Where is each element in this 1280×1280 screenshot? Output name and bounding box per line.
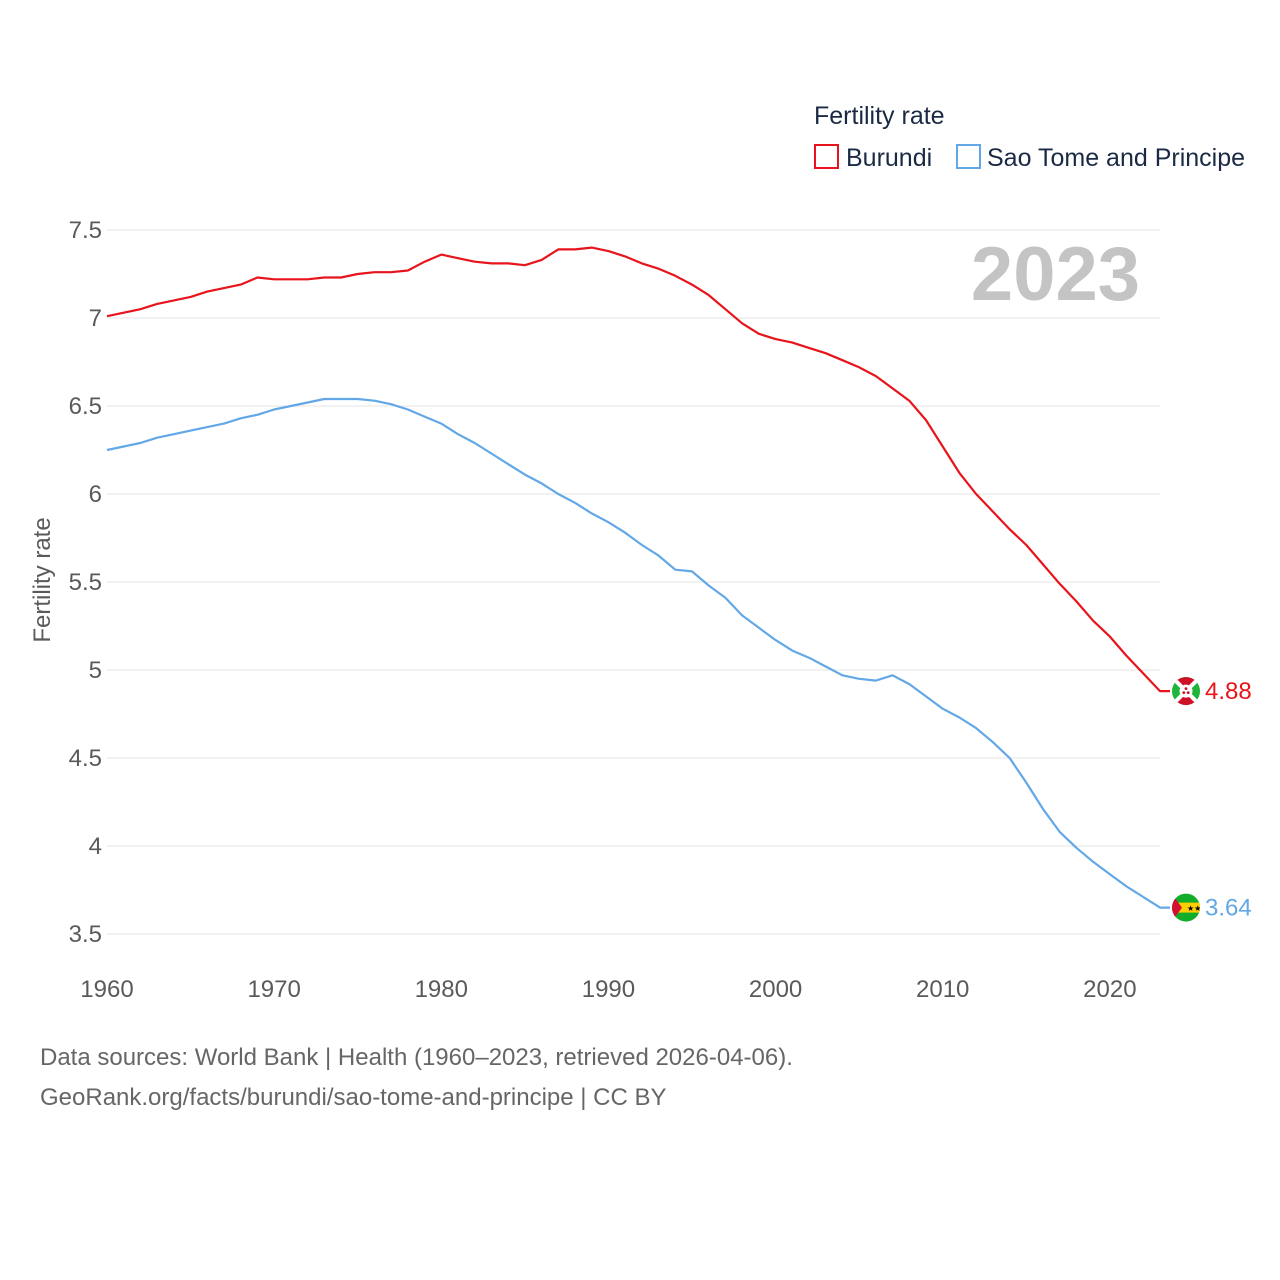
x-tick-label: 2020 bbox=[1083, 976, 1136, 1003]
svg-text:★★: ★★ bbox=[1187, 904, 1201, 913]
y-tick-label: 4 bbox=[89, 833, 102, 860]
end-marker-burundi: 4.88 bbox=[1172, 677, 1252, 706]
legend-label-burundi: Burundi bbox=[846, 144, 932, 172]
y-tick-label: 7 bbox=[89, 305, 102, 332]
y-axis-label: Fertility rate bbox=[29, 517, 56, 642]
y-tick-label: 5 bbox=[89, 657, 102, 684]
x-tick-label: 1970 bbox=[247, 976, 300, 1003]
end-value-burundi: 4.88 bbox=[1205, 678, 1252, 705]
legend: Fertility rate Burundi Sao Tome and Prin… bbox=[814, 102, 1245, 172]
y-tick-label: 3.5 bbox=[69, 921, 102, 948]
legend-title: Fertility rate bbox=[814, 102, 945, 130]
x-axis-ticks: 1960 1970 1980 1990 2000 2010 2020 bbox=[80, 976, 1136, 1003]
legend-item-burundi[interactable]: Burundi bbox=[814, 144, 932, 172]
x-tick-label: 2010 bbox=[916, 976, 969, 1003]
end-value-sao-tome: 3.64 bbox=[1205, 895, 1252, 922]
y-gridlines bbox=[107, 229, 1160, 935]
legend-label-sao-tome: Sao Tome and Principe bbox=[987, 144, 1245, 172]
x-tick-label: 1980 bbox=[415, 976, 468, 1003]
y-tick-label: 5.5 bbox=[69, 569, 102, 596]
sao-tome-flag-icon: ★★ bbox=[1172, 893, 1201, 922]
y-axis-ticks: 3.5 4 4.5 5 5.5 6 6.5 7 7.5 bbox=[69, 217, 102, 948]
y-tick-label: 7.5 bbox=[69, 217, 102, 244]
series-lines bbox=[106, 246, 1170, 909]
y-tick-label: 4.5 bbox=[69, 745, 102, 772]
x-tick-label: 2000 bbox=[749, 976, 802, 1003]
series-line-burundi bbox=[106, 246, 1170, 693]
series-line-sao-tome bbox=[106, 397, 1170, 909]
y-tick-label: 6 bbox=[89, 481, 102, 508]
x-tick-label: 1990 bbox=[582, 976, 635, 1003]
footer-attribution: GeoRank.org/facts/burundi/sao-tome-and-p… bbox=[40, 1084, 667, 1111]
y-tick-label: 6.5 bbox=[69, 393, 102, 420]
burundi-flag-icon bbox=[1172, 677, 1200, 706]
year-watermark: 2023 bbox=[971, 232, 1140, 317]
footer-data-sources: Data sources: World Bank | Health (1960–… bbox=[40, 1044, 793, 1071]
legend-swatch-sao-tome bbox=[956, 144, 981, 169]
legend-swatch-burundi bbox=[814, 144, 839, 169]
end-marker-sao-tome: ★★ 3.64 bbox=[1172, 893, 1252, 922]
legend-item-sao-tome[interactable]: Sao Tome and Principe bbox=[956, 144, 1245, 172]
x-tick-label: 1960 bbox=[80, 976, 133, 1003]
